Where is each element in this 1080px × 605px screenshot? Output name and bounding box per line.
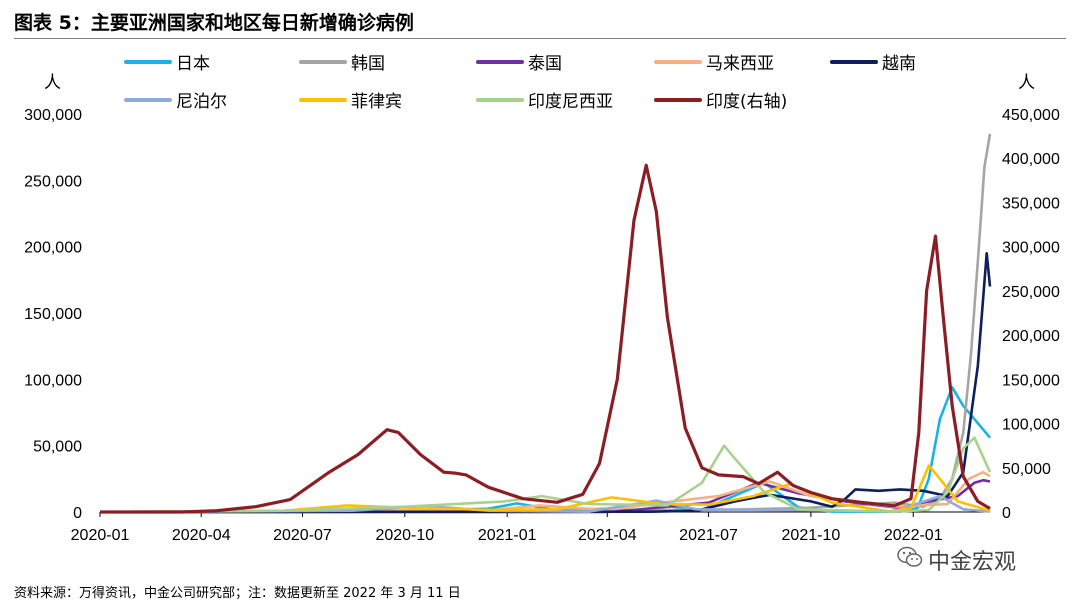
- source-note: 资料来源：万得资讯，中金公司研究部；注：数据更新至 2022 年 3 月 11 …: [14, 586, 461, 601]
- y-tick-label: 250,000: [24, 173, 82, 190]
- legend-label: 印度尼西亚: [528, 92, 613, 112]
- y-tick-label: 100,000: [24, 372, 82, 389]
- x-tick-label: 2020-07: [273, 527, 332, 544]
- legend-label: 尼泊尔: [176, 92, 227, 112]
- series-line: [99, 470, 991, 514]
- right-axis-unit: 人: [1018, 73, 1035, 93]
- y-tick-label: 50,000: [33, 439, 82, 456]
- series-line: [99, 133, 992, 514]
- x-tick-label: 2021-10: [782, 527, 841, 544]
- y2-tick-label: 150,000: [1002, 372, 1060, 389]
- x-tick-label: 2020-04: [172, 527, 231, 544]
- x-tick-label: 2022-01: [884, 527, 943, 544]
- y2-tick-label: 400,000: [1002, 151, 1060, 168]
- y-tick-label: 200,000: [24, 240, 82, 257]
- y2-tick-label: 200,000: [1002, 328, 1060, 345]
- series-line: [100, 163, 991, 514]
- y-tick-label: 0: [73, 505, 82, 522]
- watermark: 中金宏观: [928, 550, 1017, 575]
- series-line: [99, 436, 992, 514]
- x-tick-label: 2021-01: [478, 527, 537, 544]
- x-tick-label: 2021-07: [679, 527, 738, 544]
- legend-label: 泰国: [528, 54, 562, 74]
- y2-tick-label: 0: [1002, 505, 1011, 522]
- y2-tick-label: 450,000: [1002, 107, 1060, 124]
- x-tick-label: 2021-04: [578, 527, 637, 544]
- title-rule: [14, 38, 1066, 39]
- legend-label: 韩国: [351, 54, 385, 74]
- x-tick-label: 2020-01: [71, 527, 130, 544]
- y2-tick-label: 50,000: [1002, 461, 1051, 478]
- wechat-icon: [897, 546, 923, 567]
- legend-label: 菲律宾: [351, 92, 402, 112]
- y-tick-label: 150,000: [24, 306, 82, 323]
- x-tick-label: 2020-10: [375, 527, 434, 544]
- y2-tick-label: 300,000: [1002, 240, 1060, 257]
- legend-label: 马来西亚: [706, 54, 774, 74]
- figure-title: 图表 5：主要亚洲国家和地区每日新增确诊病例: [14, 12, 414, 34]
- y-tick-label: 300,000: [24, 107, 82, 124]
- series-line: [100, 386, 991, 514]
- y2-tick-label: 350,000: [1002, 195, 1060, 212]
- left-axis-unit: 人: [44, 73, 61, 93]
- legend-label: 越南: [882, 54, 916, 74]
- series-line: [99, 252, 992, 514]
- y2-tick-label: 250,000: [1002, 284, 1060, 301]
- legend-label: 印度(右轴): [706, 92, 787, 112]
- y2-tick-label: 100,000: [1002, 417, 1060, 434]
- legend-label: 日本: [176, 54, 210, 74]
